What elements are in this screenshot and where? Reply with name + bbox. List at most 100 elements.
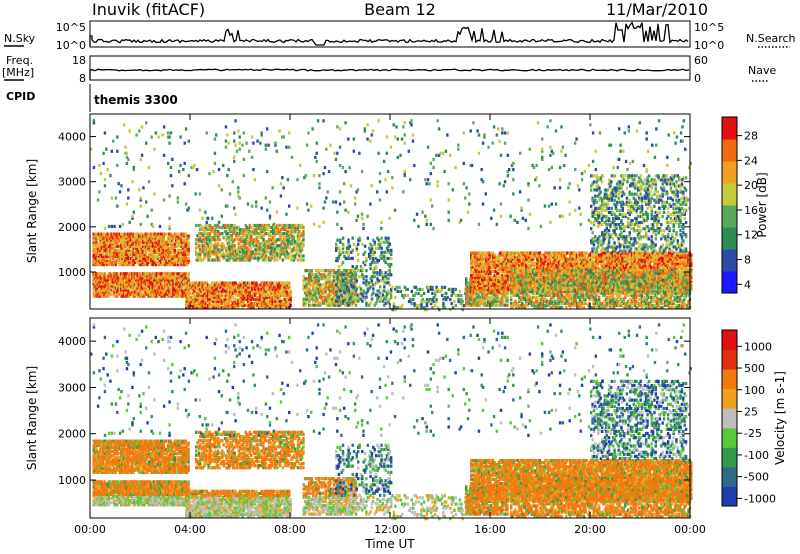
power-cell	[113, 254, 116, 259]
power-cell	[172, 254, 175, 259]
power-cell	[172, 262, 175, 267]
power-cell	[250, 246, 253, 250]
power-cell	[186, 252, 189, 257]
power-cell	[161, 250, 164, 254]
power-cell	[133, 272, 137, 276]
power-cell	[170, 272, 174, 276]
power-cell	[124, 286, 127, 290]
power-cell	[95, 234, 98, 238]
power-cell	[175, 238, 178, 242]
power-cell	[208, 299, 211, 303]
power-cell	[151, 262, 155, 267]
power-cell	[132, 242, 135, 246]
power-cell	[177, 240, 181, 244]
power-cell	[186, 240, 189, 244]
power-cell	[121, 252, 124, 257]
power-cell	[139, 280, 142, 284]
power-cell	[216, 285, 220, 289]
power-cell	[100, 254, 104, 259]
power-cell	[161, 246, 164, 250]
power-cell	[109, 234, 112, 238]
power-cell	[212, 289, 215, 293]
power-cell	[218, 248, 221, 252]
power-cell	[181, 282, 185, 286]
power-cell	[144, 242, 148, 246]
power-cell	[106, 282, 109, 286]
power-cell	[380, 271, 383, 275]
power-cell	[185, 305, 188, 310]
power-cell	[213, 291, 217, 295]
power-cell	[121, 290, 124, 294]
power-cell	[150, 274, 153, 278]
power-cell	[124, 232, 127, 236]
power-cell	[180, 242, 183, 246]
power-cell	[122, 256, 126, 261]
power-cell	[181, 240, 185, 244]
power-cell	[133, 242, 137, 246]
power-cell	[103, 276, 106, 280]
power-cell	[177, 278, 181, 282]
power-cell	[168, 272, 171, 276]
power-cell	[384, 271, 387, 275]
power-cell	[413, 302, 416, 306]
power-cell	[187, 305, 191, 310]
power-cell	[209, 287, 213, 291]
power-cell	[234, 281, 237, 285]
power-cell	[189, 297, 192, 301]
power-cell	[106, 276, 109, 280]
power-cell	[107, 272, 111, 276]
power-cell	[172, 260, 175, 265]
power-cell	[96, 292, 100, 296]
power-cell	[151, 290, 155, 294]
cpid-value: themis 3300	[94, 93, 178, 107]
power-cell	[173, 278, 177, 282]
power-cell	[92, 258, 95, 263]
power-cell	[175, 286, 178, 290]
power-cell	[133, 292, 137, 296]
power-cell	[201, 293, 204, 297]
power-cell	[155, 274, 159, 278]
power-cell	[370, 244, 374, 248]
power-cell	[122, 274, 126, 278]
power-cell	[187, 283, 191, 287]
power-cell	[93, 262, 97, 267]
power-cell	[335, 287, 338, 291]
power-cell	[142, 254, 145, 259]
power-cell	[118, 282, 122, 286]
power-cell	[191, 283, 195, 287]
power-cell	[120, 274, 123, 278]
power-cell	[212, 297, 215, 301]
power-cell	[173, 284, 177, 288]
power-cell	[113, 290, 116, 294]
power-cell	[93, 292, 97, 296]
power-cell	[140, 232, 144, 236]
power-cell	[136, 272, 139, 276]
power-cell	[92, 244, 95, 248]
power-cell	[446, 295, 449, 300]
power-cell	[132, 278, 135, 282]
power-cell	[121, 248, 124, 252]
power-cell	[161, 240, 164, 244]
power-cell	[110, 276, 113, 280]
power-cell	[140, 250, 144, 254]
power-cell	[369, 267, 372, 271]
power-cell	[157, 254, 160, 259]
power-cell	[454, 287, 458, 291]
power-cell	[139, 278, 142, 282]
power-cell	[181, 258, 185, 263]
power-cell	[95, 236, 98, 240]
power-cell	[107, 234, 111, 238]
power-cell	[118, 276, 122, 280]
power-cell	[148, 282, 152, 286]
power-cell	[194, 305, 198, 310]
power-cell	[151, 276, 155, 280]
power-cell	[92, 254, 95, 259]
power-cell	[209, 305, 213, 310]
power-cell	[189, 291, 192, 295]
power-cell	[180, 234, 183, 238]
power-cell	[109, 240, 112, 244]
power-cell	[183, 252, 186, 257]
power-cell	[212, 293, 215, 297]
power-cell	[103, 238, 106, 242]
power-cell	[166, 290, 170, 294]
